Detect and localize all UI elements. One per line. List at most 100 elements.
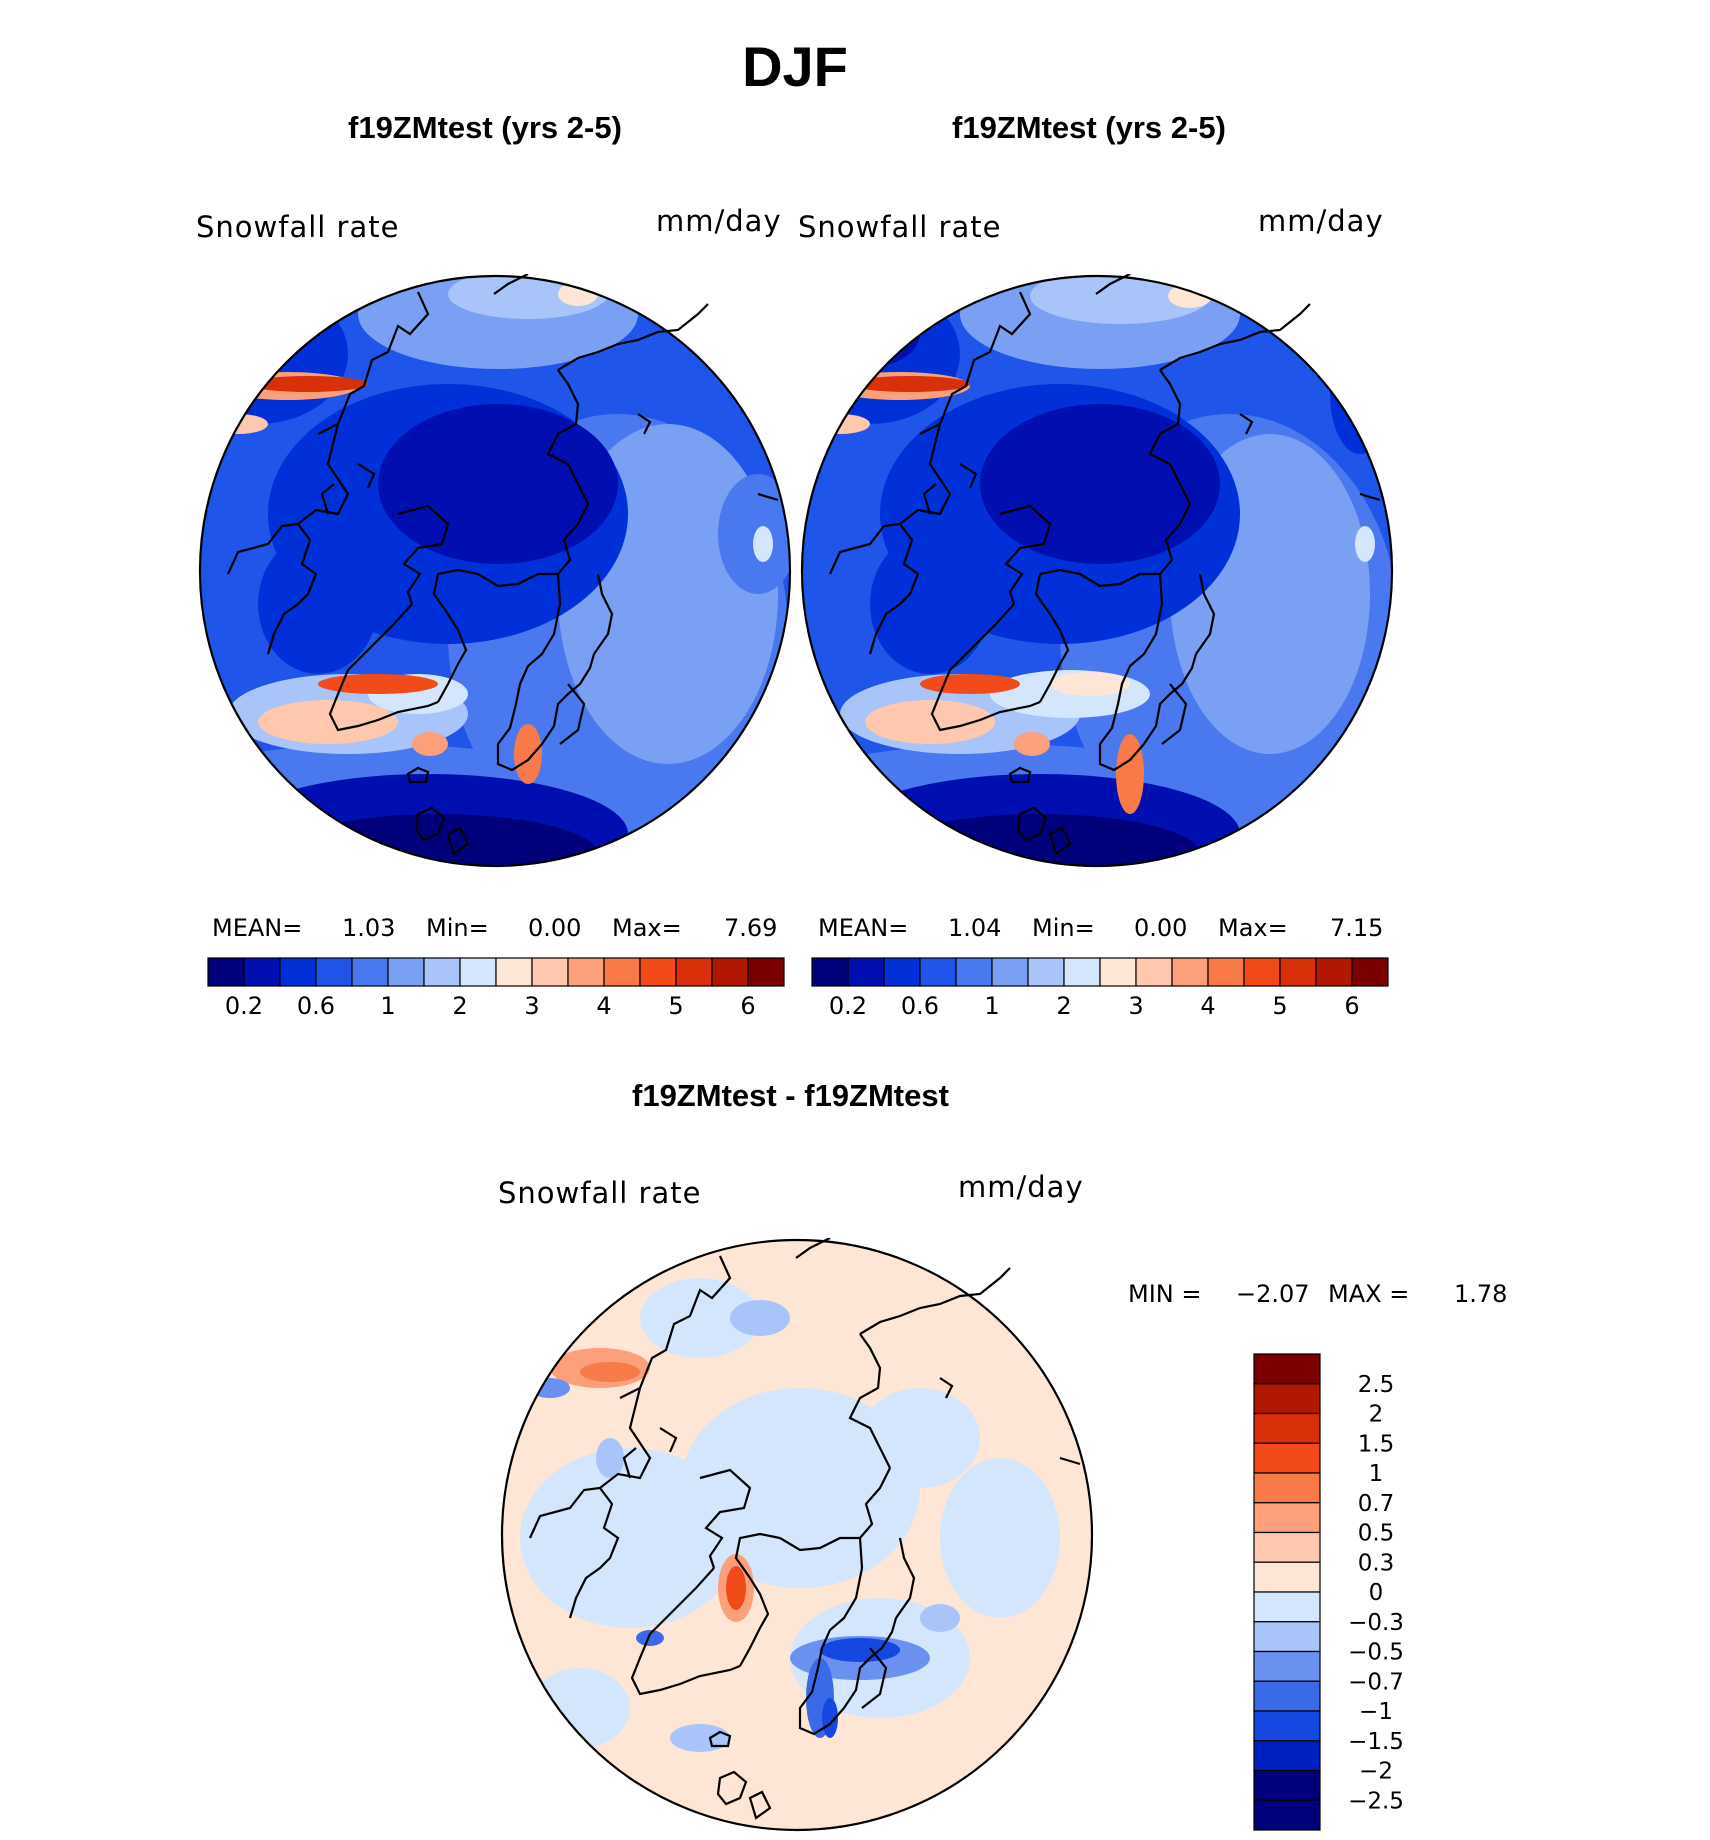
panel-2-min-label: Min= — [1032, 914, 1095, 942]
difference-colorbar-box-15 — [1253, 1799, 1321, 1831]
panel-2-colorbar-box-3 — [919, 957, 957, 987]
difference-colorbar-tick-label: 0.7 — [1358, 1491, 1395, 1517]
difference-min-label: MIN = — [1128, 1280, 1202, 1308]
panel-1-title: f19ZMtest (yrs 2-5) — [348, 110, 622, 145]
panel-2-colorbar-tick-label: 2 — [1056, 992, 1071, 1020]
difference-coastlines — [528, 1238, 1081, 1820]
panel-1-colorbar-box-6 — [423, 957, 461, 987]
difference-colorbar-tick-label: −1.5 — [1348, 1729, 1404, 1755]
panel-1-colorbar-box-9 — [531, 957, 569, 987]
difference-colorbar-box-14 — [1253, 1769, 1321, 1801]
panel-1-colorbar-tick-label: 5 — [668, 992, 683, 1020]
difference-max-label: MAX = — [1328, 1280, 1410, 1308]
difference-colorbar-box-0 — [1253, 1353, 1321, 1385]
difference-title: f19ZMtest - f19ZMtest — [632, 1078, 949, 1113]
difference-colorbar-box-3 — [1253, 1442, 1321, 1474]
difference-colorbar-tick-label: −1 — [1359, 1699, 1393, 1725]
difference-colorbar-box-10 — [1253, 1650, 1321, 1682]
difference-colorbar-tick-label: 0.3 — [1358, 1550, 1395, 1576]
difference-colorbar-tick-label: 2.5 — [1358, 1372, 1395, 1398]
panel-2-colorbar-box-8 — [1099, 957, 1137, 987]
panel-2-colorbar-box-14 — [1315, 957, 1353, 987]
panel-1-colorbar-tick-label: 1 — [380, 992, 395, 1020]
panel-1-min-label: Min= — [426, 914, 489, 942]
panel-2-colorbar-tick-label: 1 — [984, 992, 999, 1020]
panel-2-mean-value: 1.04 — [948, 914, 1002, 942]
difference-colorbar-tick-label: −0.3 — [1348, 1610, 1404, 1636]
difference-colorbar-box-7 — [1253, 1561, 1321, 1593]
panel-1-colorbar-box-8 — [495, 957, 533, 987]
figure-title: DJF — [742, 35, 848, 98]
panel-2-title: f19ZMtest (yrs 2-5) — [952, 110, 1226, 145]
panel-2-max-value: 7.15 — [1330, 914, 1384, 942]
panel-2-mean-label: MEAN= — [818, 914, 909, 942]
panel-1-max-value: 7.69 — [724, 914, 778, 942]
panel-1-max-label: Max= — [612, 914, 682, 942]
panel-1-mean-label: MEAN= — [212, 914, 303, 942]
panel-1-units-label: mm/day — [656, 204, 782, 238]
panel-1-colorbar: 0.2 0.6 1 2 3 4 5 6 — [207, 957, 785, 1020]
panel-1-coastlines — [226, 274, 779, 856]
panel-1-map-border — [198, 274, 792, 868]
difference-colorbar-tick-label: 1.5 — [1358, 1431, 1395, 1457]
difference-colorbar-box-5 — [1253, 1502, 1321, 1534]
panel-2-colorbar-box-6 — [1027, 957, 1065, 987]
panel-1-colorbar-box-3 — [315, 957, 353, 987]
panel-2-map-border — [800, 274, 1394, 868]
panel-2-min-value: 0.00 — [1134, 914, 1188, 942]
panel-1-colorbar-tick-label: 6 — [740, 992, 755, 1020]
difference-colorbar-box-11 — [1253, 1680, 1321, 1712]
difference-colorbar-tick-label: 0.5 — [1358, 1521, 1395, 1547]
panel-2-colorbar-box-11 — [1207, 957, 1245, 987]
difference-colorbar-tick-label: 0 — [1369, 1580, 1384, 1606]
panel-2-colorbar: 0.2 0.6 1 2 3 4 5 6 — [811, 957, 1389, 1020]
panel-2-colorbar-box-10 — [1171, 957, 1209, 987]
difference-colorbar-box-9 — [1253, 1621, 1321, 1653]
panel-2-colorbar-tick-label: 6 — [1344, 992, 1359, 1020]
panel-2-colorbar-box-4 — [955, 957, 993, 987]
panel-1-min-value: 0.00 — [528, 914, 582, 942]
difference-map-border — [500, 1238, 1094, 1832]
panel-1-colorbar-box-15 — [747, 957, 785, 987]
difference-min-value: −2.07 — [1236, 1280, 1310, 1308]
difference-colorbar-tick-label: −0.5 — [1348, 1640, 1404, 1666]
panel-2-colorbar-tick-label: 0.2 — [829, 992, 867, 1020]
difference-colorbar-box-12 — [1253, 1710, 1321, 1742]
panel-2-colorbar-box-12 — [1243, 957, 1281, 987]
panel-1-colorbar-box-5 — [387, 957, 425, 987]
panel-1-colorbar-tick-label: 3 — [524, 992, 539, 1020]
difference-variable-label: Snowfall rate — [498, 1176, 702, 1210]
panel-1-variable-label: Snowfall rate — [196, 210, 400, 244]
panel-2-polar-map — [800, 274, 1394, 868]
panel-2-colorbar-tick-label: 5 — [1272, 992, 1287, 1020]
difference-colorbar-box-4 — [1253, 1472, 1321, 1504]
difference-max-value: 1.78 — [1454, 1280, 1508, 1308]
difference-colorbar-tick-label: 2 — [1369, 1402, 1384, 1428]
panel-2-colorbar-tick-label: 3 — [1128, 992, 1143, 1020]
panel-1-colorbar-box-10 — [567, 957, 605, 987]
panel-1-mean-value: 1.03 — [342, 914, 396, 942]
panel-2-coastlines — [828, 274, 1381, 856]
panel-2-units-label: mm/day — [1258, 204, 1384, 238]
panel-2-max-label: Max= — [1218, 914, 1288, 942]
panel-1-colorbar-tick-label: 4 — [596, 992, 611, 1020]
difference-colorbar-tick-label: −2 — [1359, 1759, 1393, 1785]
difference-colorbar-box-8 — [1253, 1591, 1321, 1623]
difference-colorbar: 2.5 2 1.5 1 0.7 0.5 0.3 0 −0.3 −0.5 −0.7 −1 −1.5 −2 −2… — [1253, 1353, 1404, 1831]
panel-1-colorbar-box-7 — [459, 957, 497, 987]
panel-1-colorbar-tick-label: 2 — [452, 992, 467, 1020]
panel-2-colorbar-box-13 — [1279, 957, 1317, 987]
panel-1-colorbar-tick-label: 0.6 — [297, 992, 335, 1020]
panel-1-colorbar-box-14 — [711, 957, 749, 987]
difference-polar-map — [500, 1238, 1094, 1832]
panel-2-colorbar-box-9 — [1135, 957, 1173, 987]
difference-colorbar-tick-label: −2.5 — [1348, 1788, 1404, 1814]
difference-colorbar-box-6 — [1253, 1531, 1321, 1563]
panel-1-colorbar-tick-label: 0.2 — [225, 992, 263, 1020]
difference-units-label: mm/day — [958, 1170, 1084, 1204]
panel-2-colorbar-tick-label: 0.6 — [901, 992, 939, 1020]
panel-1-colorbar-box-13 — [675, 957, 713, 987]
panel-2-variable-label: Snowfall rate — [798, 210, 1002, 244]
panel-2-colorbar-box-15 — [1351, 957, 1389, 987]
panel-1-colorbar-box-11 — [603, 957, 641, 987]
